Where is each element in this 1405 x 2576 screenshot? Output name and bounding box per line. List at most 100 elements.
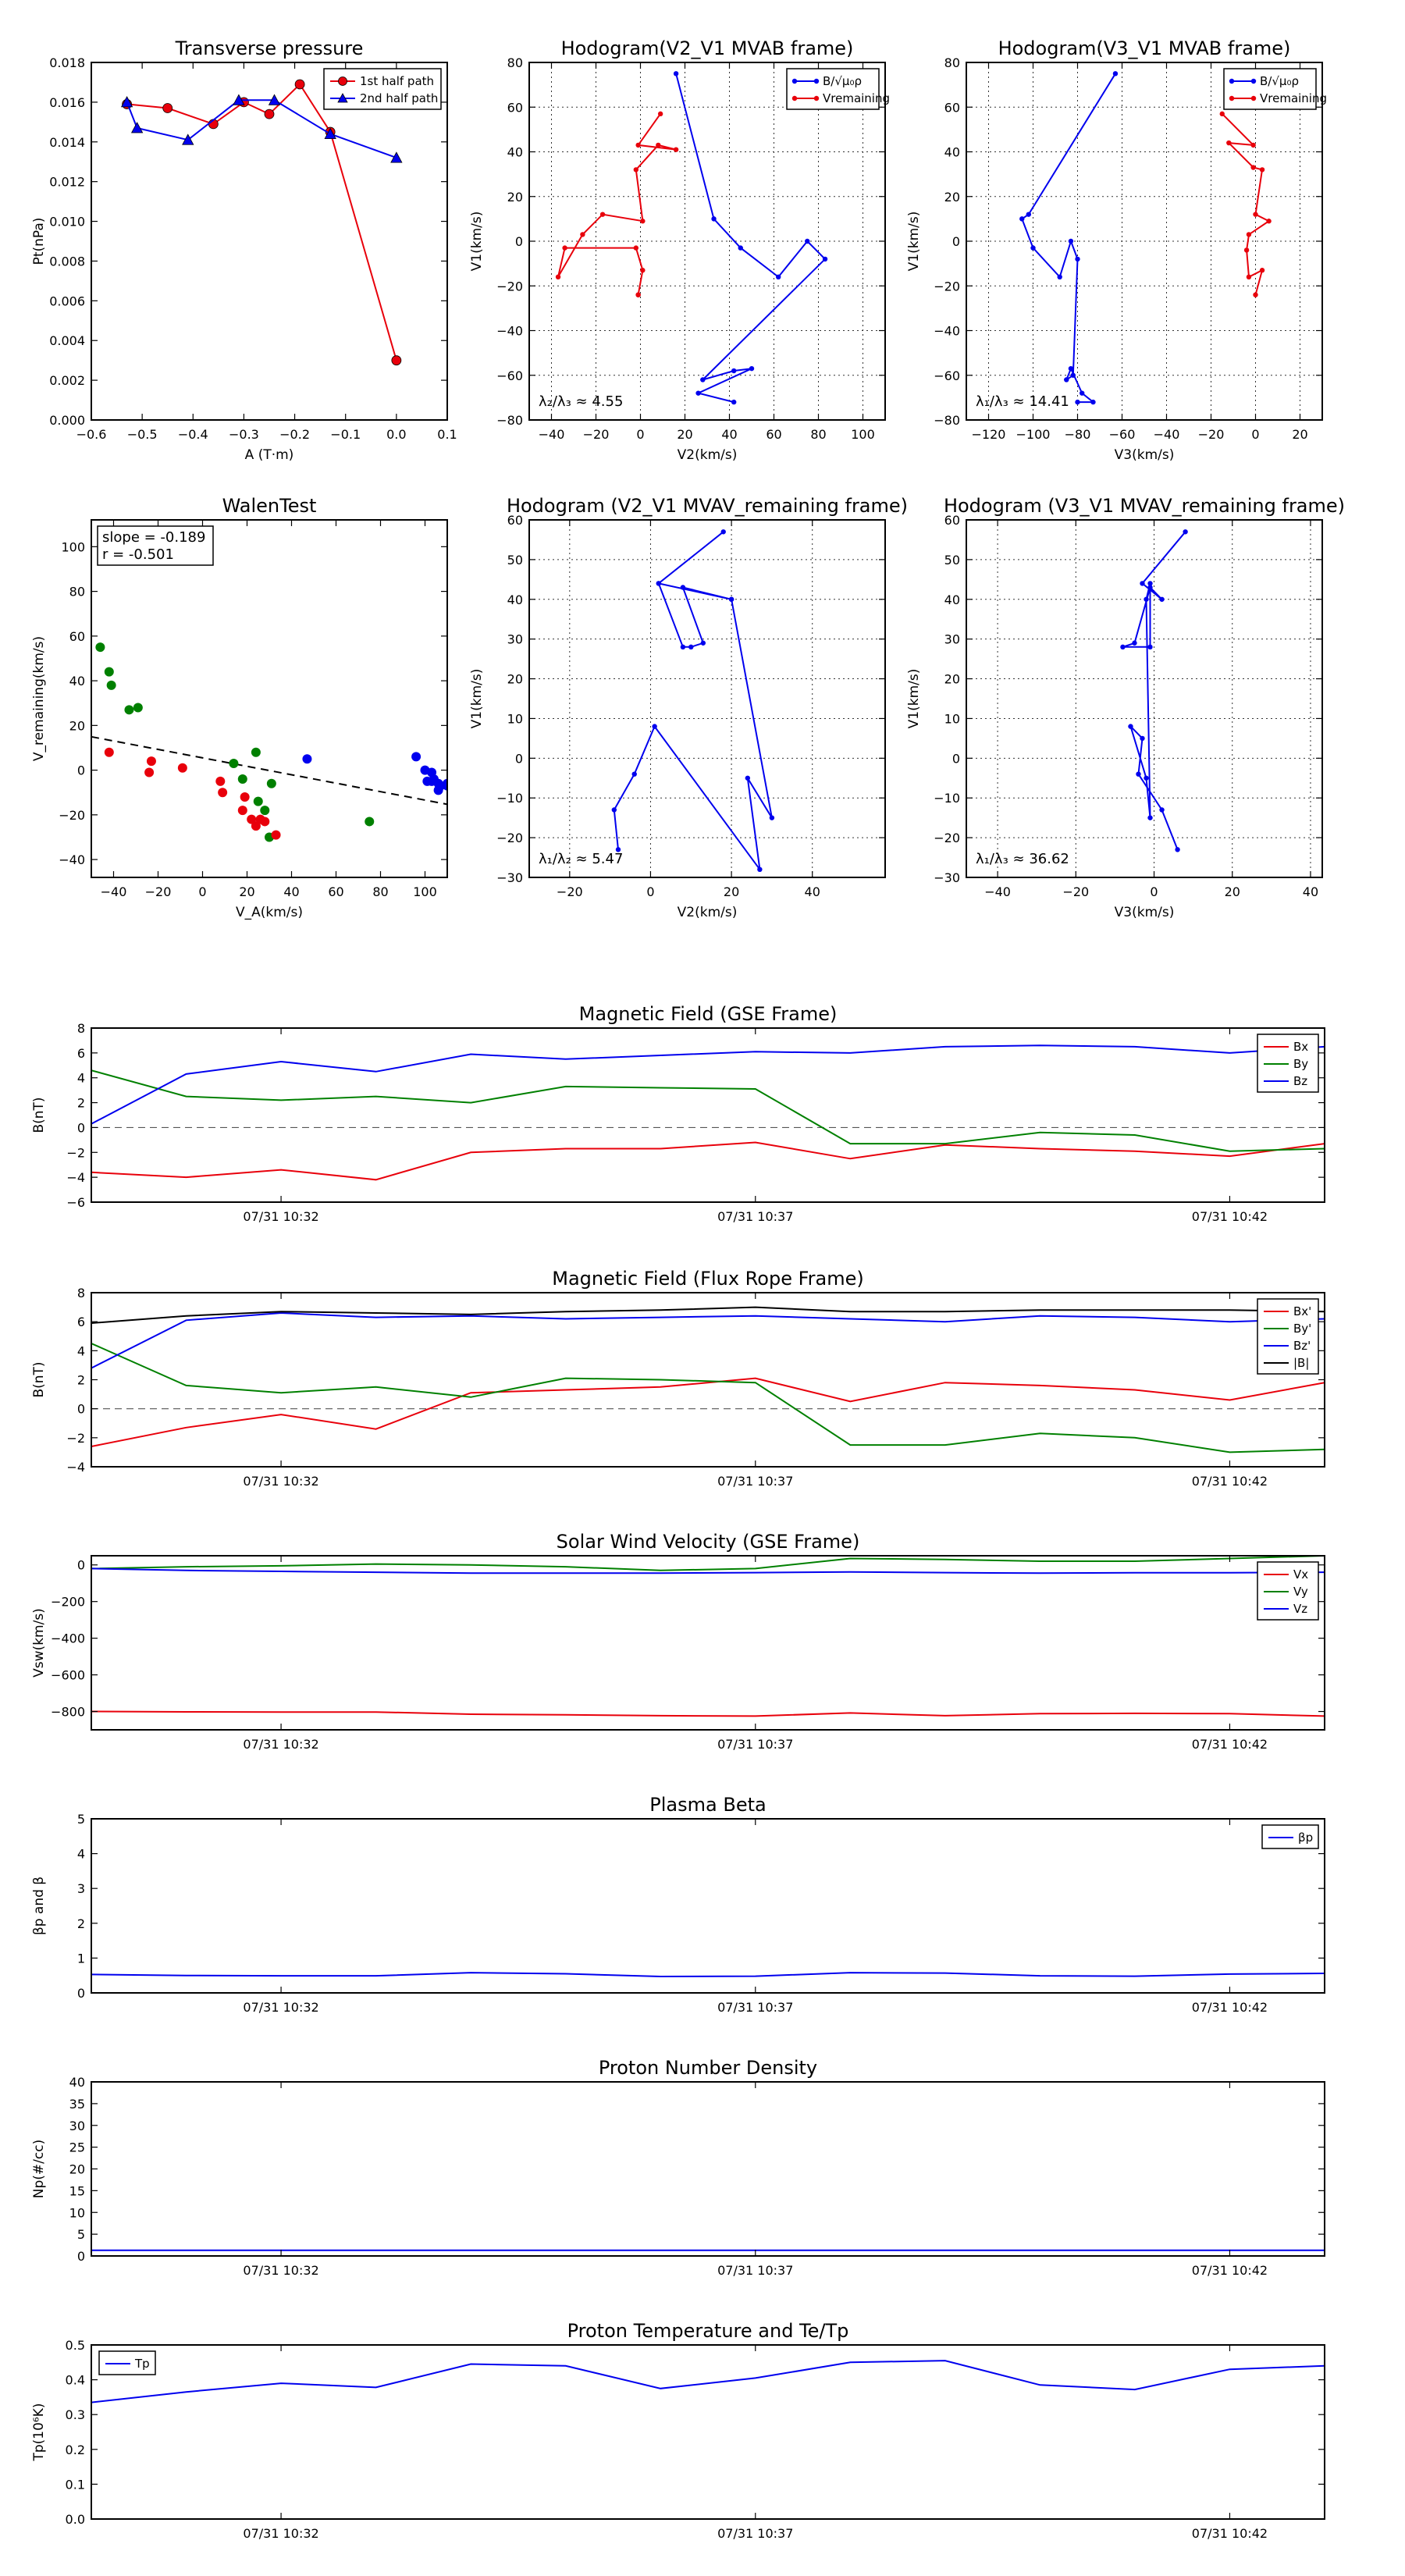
- y-tick-label: −600: [51, 1668, 85, 1683]
- legend-label: 1st half path: [360, 74, 434, 88]
- y-tick-label: −40: [496, 324, 523, 339]
- plot-area: [91, 2360, 1325, 2403]
- x-tick-label: 07/31 10:42: [1192, 1474, 1268, 1489]
- data-point: [1132, 640, 1137, 646]
- x-tick-label: 07/31 10:32: [243, 2526, 318, 2541]
- data-point: [1090, 399, 1096, 405]
- y-axis-label: Tp(10⁶K): [31, 2403, 47, 2461]
- data-point: [631, 771, 637, 777]
- data-point: [427, 776, 437, 786]
- plot-area: [1120, 529, 1188, 852]
- legend-box: [1223, 68, 1317, 110]
- axes-frame: [91, 1292, 1325, 1468]
- y-tick-label: −4: [66, 1460, 85, 1475]
- y-tick-label: 0: [515, 234, 523, 249]
- axes-frame: [91, 62, 448, 421]
- fit-stat-line: slope = -0.189: [102, 529, 205, 546]
- y-tick-label: 100: [61, 539, 85, 554]
- data-point: [1253, 292, 1258, 297]
- y-tick-label: 0.4: [66, 2373, 85, 2388]
- x-tick-label: −0.5: [127, 427, 158, 442]
- y-tick-label: 2: [77, 1916, 85, 1931]
- data-point: [1068, 365, 1074, 372]
- y-tick-label: −20: [496, 279, 523, 294]
- data-point: [251, 821, 261, 831]
- data-point: [302, 754, 312, 764]
- y-tick-label: 20: [507, 672, 523, 687]
- y-tick-label: 0.004: [49, 333, 85, 348]
- y-tick-label: −20: [934, 279, 960, 294]
- x-tick-label: 20: [1292, 427, 1307, 442]
- x-tick-label: 07/31 10:37: [717, 2263, 793, 2278]
- x-tick-label: 0: [636, 427, 644, 442]
- y-tick-label: 1: [77, 1951, 85, 1966]
- data-point: [720, 529, 726, 535]
- data-point: [1159, 807, 1165, 813]
- y-tick-label: 0.018: [49, 55, 85, 70]
- data-point: [580, 232, 585, 237]
- data-point: [365, 817, 375, 827]
- data-point: [1019, 216, 1025, 222]
- y-tick-label: 20: [944, 190, 960, 205]
- y-tick-label: 10: [507, 711, 523, 726]
- data-point: [133, 703, 143, 713]
- y-tick-label: −40: [934, 324, 960, 339]
- y-axis-label: Vsw(km/s): [31, 1608, 47, 1678]
- data-point: [1246, 274, 1252, 279]
- data-point: [1175, 847, 1180, 852]
- data-point: [633, 167, 638, 173]
- x-axis-label: V2(km/s): [678, 447, 738, 463]
- legend-label: Bz: [1293, 1074, 1307, 1088]
- data-point: [294, 79, 305, 90]
- y-tick-label: 20: [69, 718, 85, 733]
- x-tick-label: 60: [328, 884, 343, 899]
- y-axis-label: V_remaining(km/s): [31, 636, 47, 761]
- series-line-0: [91, 1377, 1325, 1447]
- plot-area: [95, 642, 447, 842]
- data-point: [391, 355, 402, 366]
- y-tick-label: 0.012: [49, 175, 85, 190]
- x-tick-label: −80: [1065, 427, 1091, 442]
- y-tick-label: 2: [77, 1373, 85, 1388]
- chart-title: Hodogram(V3_V1 MVAB frame): [998, 37, 1291, 59]
- x-tick-label: 80: [810, 427, 826, 442]
- data-point: [1147, 644, 1153, 650]
- data-point: [1226, 140, 1232, 146]
- legend-marker: [791, 78, 798, 84]
- data-point: [124, 705, 134, 715]
- eigenvalue-ratio-label: λ₁/λ₂ ≈ 5.47: [539, 851, 623, 867]
- y-tick-label: 60: [507, 513, 523, 528]
- data-point: [1147, 581, 1153, 586]
- data-point: [615, 847, 621, 852]
- series-line-1: [557, 113, 677, 295]
- series-line-0: [91, 1972, 1325, 1978]
- series-line-2: [91, 1044, 1325, 1125]
- data-point: [1057, 274, 1062, 279]
- y-tick-label: 40: [944, 145, 960, 160]
- y-tick-label: 25: [69, 2140, 85, 2155]
- y-tick-label: 0.002: [49, 373, 85, 388]
- data-point: [635, 292, 641, 297]
- series-line-0: [91, 1710, 1325, 1717]
- axes-frame: [91, 2081, 1325, 2257]
- plot-area: [120, 79, 403, 366]
- data-point: [240, 792, 250, 802]
- eigenvalue-ratio-label: λ₁/λ₃ ≈ 36.62: [976, 851, 1069, 867]
- x-tick-label: 07/31 10:32: [243, 2000, 318, 2015]
- plasma-beta-chart: 07/31 10:32 07/31 10:37 07/31 10:42 0 1 2 3 4 5 P…: [31, 1794, 1325, 2015]
- data-point: [652, 724, 657, 729]
- y-axis-label: Np(#/cc): [31, 2140, 47, 2198]
- y-tick-label: −2: [66, 1431, 85, 1446]
- plot-area: [611, 529, 775, 873]
- chart-title: Plasma Beta: [649, 1794, 766, 1816]
- data-point: [1075, 399, 1080, 405]
- x-tick-label: −60: [1109, 427, 1136, 442]
- axes-frame: [91, 1555, 1325, 1731]
- legend-marker: [813, 95, 820, 101]
- data-point: [757, 866, 763, 873]
- fit-stats-box: [97, 525, 214, 566]
- x-tick-label: 0.1: [437, 427, 457, 442]
- y-tick-label: 60: [944, 513, 960, 528]
- y-tick-label: 0.016: [49, 95, 85, 110]
